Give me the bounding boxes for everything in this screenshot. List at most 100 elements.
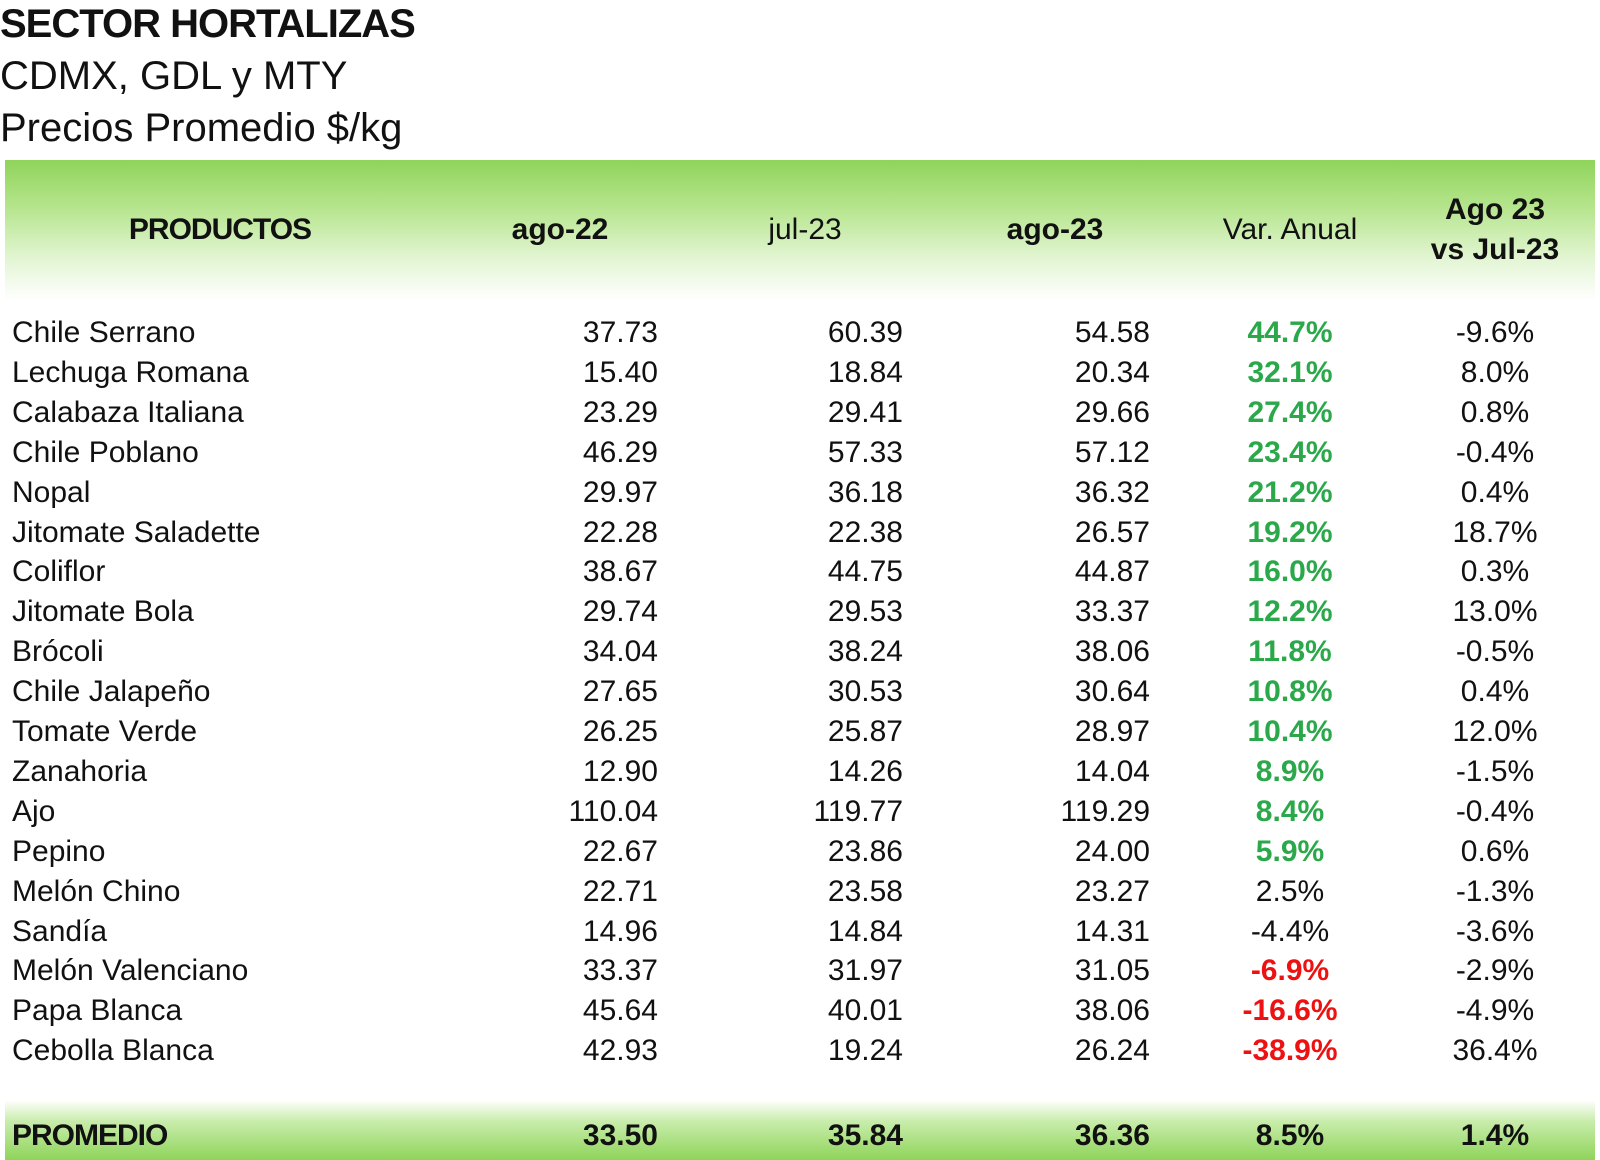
product-cell: Jitomate Bola (12, 595, 194, 629)
ago-vs-jul-cell: 18.7% (1452, 515, 1538, 549)
product-cell: Lechuga Romana (12, 355, 249, 389)
table-row: Chile Serrano 37.73 60.39 54.58 44.7% -9.6% (0, 313, 1600, 353)
product-cell: Sandía (12, 914, 108, 948)
footer-ago-23: 36.36 (1074, 1119, 1150, 1152)
ago-vs-jul-cell: -3.6% (1455, 914, 1535, 948)
ago-23-cell: 24.00 (1074, 834, 1150, 868)
var-anual-cell: 2.5% (1255, 874, 1325, 908)
var-anual-cell: -16.6% (1242, 994, 1338, 1028)
product-cell: Melón Chino (12, 874, 181, 908)
ago-vs-jul-cell: 0.4% (1460, 675, 1530, 709)
column-header-productos: PRODUCTOS (128, 213, 312, 246)
jul-23-cell: 14.26 (827, 754, 903, 788)
ago-22-cell: 110.04 (568, 794, 658, 828)
ago-22-cell: 15.40 (582, 355, 658, 389)
ago-23-cell: 26.24 (1074, 1034, 1150, 1068)
table-row: Cebolla Blanca 42.93 19.24 26.24 -38.9% 36.4% (0, 1031, 1600, 1071)
ago-22-cell: 23.29 (582, 395, 658, 429)
table-header-band (5, 160, 1595, 300)
ago-23-cell: 20.34 (1074, 355, 1150, 389)
jul-23-cell: 44.75 (827, 555, 903, 589)
table-row: Zanahoria 12.90 14.26 14.04 8.9% -1.5% (0, 752, 1600, 792)
jul-23-cell: 18.84 (827, 355, 903, 389)
footer-ago-vs-jul: 1.4% (1460, 1119, 1530, 1152)
product-cell: Tomate Verde (12, 715, 198, 748)
table-row: Brócoli 34.04 38.24 38.06 11.8% -0.5% (0, 632, 1600, 672)
product-cell: Calabaza Italiana (12, 395, 244, 429)
table-row: Nopal 29.97 36.18 36.32 21.2% 0.4% (0, 473, 1600, 513)
page-subtitle-cities: CDMX, GDL y MTY (0, 54, 348, 98)
var-anual-cell: -4.4% (1250, 914, 1330, 948)
ago-vs-jul-cell: -0.4% (1455, 794, 1535, 828)
page-title: SECTOR HORTALIZAS (0, 2, 416, 46)
ago-23-cell: 29.66 (1074, 395, 1150, 429)
var-anual-cell: 44.7% (1247, 316, 1333, 349)
ago-23-cell: 38.06 (1074, 635, 1150, 669)
var-anual-cell: 8.4% (1255, 794, 1325, 828)
ago-vs-jul-cell: -1.3% (1455, 874, 1535, 908)
table-row: Melón Chino 22.71 23.58 23.27 2.5% -1.3% (0, 872, 1600, 912)
table-row: Jitomate Saladette 22.28 22.38 26.57 19.2% 18… (0, 513, 1600, 553)
jul-23-cell: 14.84 (827, 914, 903, 948)
table-row: Lechuga Romana 15.40 18.84 20.34 32.1% 8.0% (0, 353, 1600, 393)
var-anual-cell: 27.4% (1247, 395, 1333, 429)
var-anual-cell: 8.9% (1255, 754, 1325, 788)
ago-22-cell: 26.25 (582, 715, 658, 748)
product-cell: Cebolla Blanca (12, 1034, 214, 1068)
product-cell: Melón Valenciano (12, 954, 249, 988)
ago-23-cell: 57.12 (1074, 435, 1150, 469)
var-anual-cell: 32.1% (1247, 355, 1333, 389)
ago-22-cell: 38.67 (582, 555, 658, 589)
ago-23-cell: 33.37 (1074, 595, 1150, 629)
ago-vs-jul-cell: 0.8% (1460, 395, 1530, 429)
ago-22-cell: 42.93 (582, 1034, 658, 1068)
ago-23-cell: 23.27 (1074, 874, 1150, 908)
product-cell: Brócoli (12, 635, 104, 669)
var-anual-cell: 10.8% (1247, 675, 1333, 709)
table-row: Ajo 110.04 119.77 119.29 8.4% -0.4% (0, 792, 1600, 832)
ago-vs-jul-cell: 36.4% (1452, 1034, 1538, 1068)
table-row: Papa Blanca 45.64 40.01 38.06 -16.6% -4.9% (0, 991, 1600, 1031)
ago-22-cell: 22.67 (582, 834, 658, 868)
var-anual-cell: -38.9% (1242, 1034, 1338, 1068)
table-row: Coliflor 38.67 44.75 44.87 16.0% 0.3% (0, 552, 1600, 592)
column-header-ago-vs-jul: Ago 23 vs Jul-23 (1395, 160, 1595, 300)
jul-23-cell: 40.01 (827, 994, 903, 1028)
ago-vs-jul-cell: -0.4% (1455, 435, 1535, 469)
ago-23-cell: 31.05 (1074, 954, 1150, 988)
jul-23-cell: 23.86 (827, 834, 903, 868)
ago-vs-jul-cell: -1.5% (1455, 754, 1535, 788)
ago-vs-jul-cell: 0.3% (1460, 555, 1530, 589)
product-cell: Chile Serrano (12, 316, 196, 349)
var-anual-cell: 16.0% (1247, 555, 1333, 589)
var-anual-cell: 19.2% (1247, 515, 1333, 549)
product-cell: Chile Poblano (12, 435, 199, 469)
ago-23-cell: 30.64 (1074, 675, 1150, 709)
ago-23-cell: 26.57 (1074, 515, 1150, 549)
column-header-jul-23: jul-23 (768, 213, 842, 246)
var-anual-cell: 5.9% (1255, 834, 1325, 868)
var-anual-cell: -6.9% (1250, 954, 1330, 988)
jul-23-cell: 22.38 (827, 515, 903, 549)
jul-23-cell: 119.77 (813, 794, 903, 828)
column-header-ago-vs-jul-line2: vs Jul-23 (1430, 233, 1560, 266)
product-cell: Zanahoria (12, 754, 148, 788)
ago-22-cell: 29.97 (582, 475, 658, 509)
ago-22-cell: 14.96 (582, 914, 658, 948)
jul-23-cell: 29.53 (827, 595, 903, 629)
ago-22-cell: 22.71 (582, 874, 658, 908)
ago-23-cell: 38.06 (1074, 994, 1150, 1028)
jul-23-cell: 38.24 (827, 635, 903, 669)
ago-vs-jul-cell: 13.0% (1452, 595, 1538, 629)
jul-23-cell: 31.97 (827, 954, 903, 988)
jul-23-cell: 30.53 (827, 675, 903, 709)
ago-23-cell: 14.31 (1074, 914, 1150, 948)
column-header-ago-vs-jul-line1: Ago 23 (1444, 193, 1546, 226)
footer-var-anual: 8.5% (1255, 1119, 1325, 1152)
ago-23-cell: 28.97 (1074, 715, 1150, 748)
product-cell: Papa Blanca (12, 994, 183, 1028)
table-row: Jitomate Bola 29.74 29.53 33.37 12.2% 13.0% (0, 592, 1600, 632)
footer-label: PROMEDIO (12, 1119, 168, 1152)
column-header-ago-22: ago-22 (511, 213, 609, 246)
var-anual-cell: 23.4% (1247, 435, 1333, 469)
